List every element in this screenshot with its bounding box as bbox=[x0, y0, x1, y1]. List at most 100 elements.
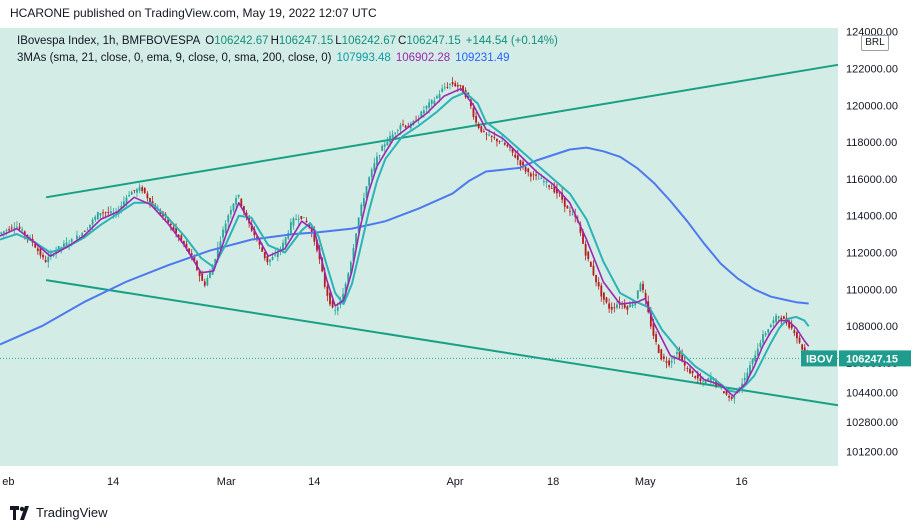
ma21-line[interactable] bbox=[0, 91, 810, 394]
candle-body bbox=[203, 281, 206, 286]
candle-body bbox=[36, 248, 39, 251]
candle-body bbox=[506, 145, 509, 147]
candle-body bbox=[300, 216, 303, 219]
candle-body bbox=[496, 138, 498, 142]
tradingview-footer[interactable]: TradingView bbox=[10, 505, 108, 520]
candle-body bbox=[482, 131, 485, 133]
low-label: L bbox=[335, 35, 342, 47]
candle-body bbox=[720, 387, 723, 389]
candle-body bbox=[261, 247, 264, 252]
candle-body bbox=[316, 239, 318, 251]
ema9-line[interactable] bbox=[0, 87, 810, 397]
x-tick-label: 14 bbox=[308, 476, 320, 488]
candle-body bbox=[258, 238, 261, 245]
candle-body bbox=[485, 133, 488, 135]
sma200-value: 109231.49 bbox=[455, 52, 510, 64]
candle-body bbox=[449, 83, 451, 85]
y-tick-label: 104400.00 bbox=[846, 387, 898, 399]
candle-body bbox=[83, 231, 86, 233]
candle-body bbox=[240, 198, 243, 207]
upper-channel-line[interactable] bbox=[45, 63, 839, 199]
candle-body bbox=[715, 379, 717, 385]
candle-body bbox=[782, 316, 785, 319]
candle-body bbox=[462, 85, 464, 93]
candle-body bbox=[561, 192, 564, 200]
ma21-value: 107993.48 bbox=[336, 52, 391, 64]
y-tick-label: 102800.00 bbox=[846, 417, 898, 429]
candle-body bbox=[699, 378, 702, 381]
candle-body bbox=[224, 223, 227, 234]
symbol-title[interactable]: IBovespa Index, 1h, BMFBOVESPA bbox=[17, 35, 201, 47]
candle-body bbox=[60, 246, 63, 248]
candle-body bbox=[389, 135, 391, 143]
lower-channel-line[interactable] bbox=[45, 279, 839, 407]
candle-body bbox=[584, 243, 587, 256]
candle-body bbox=[777, 316, 780, 319]
candle-body bbox=[629, 304, 631, 308]
candle-body bbox=[707, 378, 710, 381]
price-tag-value-bg bbox=[839, 350, 911, 367]
candle-body bbox=[10, 227, 13, 229]
candle-body bbox=[198, 271, 201, 276]
plot-area[interactable] bbox=[0, 28, 838, 466]
candle-body bbox=[796, 332, 798, 339]
candle-body bbox=[441, 88, 444, 92]
candle-body bbox=[216, 247, 219, 258]
candle-body bbox=[592, 265, 595, 276]
moving-averages bbox=[0, 87, 810, 397]
candle-body bbox=[151, 201, 154, 205]
candle-body bbox=[23, 231, 26, 235]
candle-body bbox=[303, 217, 305, 219]
candle-body bbox=[391, 134, 394, 138]
candle-body bbox=[702, 380, 704, 382]
currency-badge[interactable]: BRL bbox=[861, 35, 889, 51]
candle-body bbox=[751, 358, 754, 365]
candle-body bbox=[764, 333, 767, 336]
candle-body bbox=[582, 231, 584, 244]
candle-body bbox=[169, 223, 172, 226]
candle-body bbox=[34, 243, 37, 248]
candle-body bbox=[227, 215, 230, 223]
ma-indicator-label[interactable]: 3MAs (sma, 21, close, 0, ema, 9, close, … bbox=[17, 52, 332, 64]
x-tick-label: May bbox=[635, 476, 656, 488]
candle-body bbox=[767, 329, 770, 333]
candle-body bbox=[86, 229, 89, 231]
candle-body bbox=[146, 193, 149, 199]
x-tick-label: eb bbox=[2, 476, 14, 488]
candle-body bbox=[57, 246, 60, 252]
price-tag-symbol-bg bbox=[801, 350, 837, 367]
candle-body bbox=[425, 105, 428, 109]
x-tick-label: 14 bbox=[107, 476, 119, 488]
sma200-line[interactable] bbox=[0, 146, 809, 346]
candle-body bbox=[610, 306, 613, 310]
y-tick-label: 122000.00 bbox=[846, 63, 898, 75]
candle-body bbox=[172, 227, 175, 231]
candle-body bbox=[235, 197, 237, 205]
candle-body bbox=[532, 174, 535, 176]
y-tick-label: 110000.00 bbox=[846, 284, 897, 296]
candle-body bbox=[652, 323, 655, 336]
candle-body bbox=[743, 377, 746, 381]
candle-body bbox=[357, 217, 360, 233]
candle-body bbox=[243, 206, 245, 213]
candle-body bbox=[344, 284, 347, 296]
candle-body bbox=[138, 186, 141, 191]
candle-body bbox=[725, 389, 728, 395]
candle-body bbox=[730, 396, 733, 399]
candle-body bbox=[456, 85, 459, 87]
change-value: +144.54 (+0.14%) bbox=[465, 35, 558, 47]
candle-body bbox=[430, 100, 433, 104]
candle-body bbox=[292, 218, 295, 226]
candle-body bbox=[649, 312, 652, 327]
candle-body bbox=[665, 361, 668, 363]
candle-body bbox=[44, 260, 47, 263]
candle-body bbox=[342, 293, 344, 304]
candle-body bbox=[793, 330, 796, 334]
candle-body bbox=[587, 251, 590, 259]
candle-body bbox=[634, 301, 637, 306]
candle-body bbox=[329, 292, 331, 305]
close-label: C bbox=[398, 35, 407, 47]
candle-body bbox=[563, 197, 566, 207]
candle-body bbox=[331, 300, 334, 308]
